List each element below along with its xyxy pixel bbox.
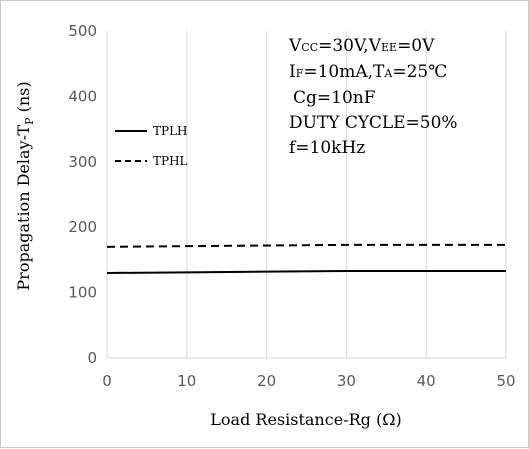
x-tick-label: 10: [177, 372, 196, 390]
series-line-tphl: [106, 243, 506, 248]
y-tick-label: 500: [68, 22, 97, 40]
x-tick-label: 20: [257, 372, 276, 390]
annotation-frequency: f=10kHz: [289, 138, 365, 158]
x-tick-label: 40: [417, 372, 436, 390]
legend: TPLH TPHL: [115, 124, 188, 168]
annotation-current-temp: IF=10mA,TA=25℃: [289, 62, 447, 82]
grid-lines: [106, 31, 507, 359]
y-tick-label: 200: [68, 218, 97, 236]
y-tick-label: 0: [87, 349, 97, 367]
x-tick-labels: 0 10 20 30 40 50: [102, 372, 515, 390]
series-line-tplh: [106, 270, 506, 274]
x-tick-label: 30: [337, 372, 356, 390]
x-tick-label: 0: [102, 372, 112, 390]
y-tick-label: 100: [68, 284, 97, 302]
x-axis-title: Load Resistance-Rg (Ω): [210, 410, 401, 429]
annotation-supply: VCC=30V,VEE=0V: [288, 36, 435, 56]
series-lines: [106, 243, 506, 274]
y-tick-label: 300: [68, 153, 97, 171]
annotation-capacitance: Cg=10nF: [293, 88, 376, 108]
y-tick-labels: 0 100 200 300 400 500: [68, 22, 97, 367]
y-tick-label: 400: [68, 87, 97, 105]
legend-tphl-label: TPHL: [153, 154, 188, 168]
y-axis-title: Propagation Delay-TP (ns): [14, 81, 36, 290]
legend-tplh-label: TPLH: [153, 124, 188, 138]
x-tick-label: 50: [496, 372, 515, 390]
annotation-block: VCC=30V,VEE=0V IF=10mA,TA=25℃ Cg=10nF DU…: [288, 36, 458, 158]
annotation-duty-cycle: DUTY CYCLE=50%: [289, 113, 458, 133]
